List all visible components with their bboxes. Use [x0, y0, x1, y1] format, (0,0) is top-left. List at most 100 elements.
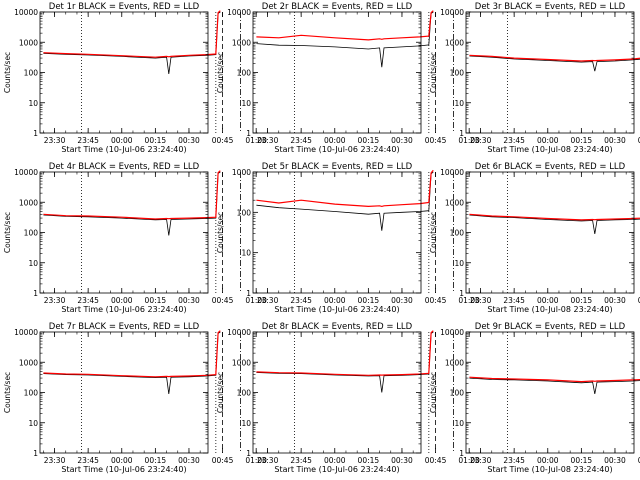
y-tick-label: 10000 [14, 328, 38, 337]
x-tick-label: 23:45 [290, 136, 312, 145]
y-tick-label: 1000 [445, 358, 464, 367]
series-line-lld [469, 54, 640, 62]
y-tick-label: 100 [237, 208, 252, 217]
y-tick-label: 10 [454, 259, 464, 268]
plot-frame [39, 331, 209, 454]
x-tick-label: 23:30 [44, 136, 66, 145]
x-tick-label: 00:15 [358, 456, 380, 465]
y-tick-label: 100 [450, 229, 465, 238]
detector-panel-8: Det 8r BLACK = Events, RED = LLD11010010… [216, 322, 480, 474]
series-line-lld [43, 330, 221, 378]
x-tick-label: 01:00 [245, 296, 267, 305]
panel-title: Det 3r BLACK = Events, RED = LLD [475, 2, 626, 12]
x-axis-label: Start Time (10-Jul-06 23:24:40) [61, 305, 186, 314]
x-tick-label: 23:30 [470, 136, 492, 145]
y-tick-label: 1 [33, 129, 38, 138]
series-line-events [469, 55, 640, 72]
x-tick-label: 00:00 [537, 296, 559, 305]
x-tick-label: 00:00 [111, 136, 133, 145]
x-axis-label: Start Time (10-Jul-08 23:24:40) [487, 465, 612, 474]
x-tick-label: 00:30 [178, 296, 200, 305]
y-tick-label: 10000 [227, 328, 251, 337]
x-axis-label: Start Time (10-Jul-08 23:24:40) [487, 145, 612, 154]
x-tick-label: 23:45 [77, 136, 99, 145]
x-tick-label: 23:30 [257, 456, 279, 465]
x-tick-label: 01:00 [458, 136, 480, 145]
detector-panel-3: Det 3r BLACK = Events, RED = LLD 1 10 100 10… [429, 2, 640, 154]
y-tick-label: 1000 [19, 358, 38, 367]
panel-title: Det 4r BLACK = Events, RED = LLD [49, 162, 200, 172]
x-tick-label: 00:45 [638, 136, 640, 145]
x-tick-label: 01:00 [245, 456, 267, 465]
x-tick-label: 00:45 [212, 296, 234, 305]
plot-frame [252, 331, 422, 454]
x-tick-label: 23:30 [44, 456, 66, 465]
y-tick-label: 10 [28, 259, 38, 268]
panel-title: Det 6r BLACK = Events, RED = LLD [475, 162, 626, 172]
x-tick-label: 23:45 [503, 136, 525, 145]
y-tick-label: 1000 [232, 38, 251, 47]
x-tick-label: 00:15 [571, 136, 593, 145]
y-axis-label: Counts/sec [216, 212, 225, 253]
x-tick-label: 00:45 [425, 136, 447, 145]
detector-panel-2: Det 2r BLACK = Events, RED = LLD11010010… [216, 2, 480, 154]
x-tick-label: 00:15 [145, 296, 167, 305]
x-tick-label: 00:00 [111, 456, 133, 465]
x-tick-label: 23:30 [257, 136, 279, 145]
y-axis-label: Counts/sec [3, 212, 12, 253]
x-tick-label: 23:30 [44, 296, 66, 305]
detector-panel-9: Det 9r BLACK = Events, RED = LLD 1 10 100 10… [429, 322, 640, 474]
x-tick-label: 23:45 [503, 296, 525, 305]
x-axis-label: Start Time (10-Jul-06 23:24:40) [274, 465, 399, 474]
x-tick-label: 00:30 [391, 296, 413, 305]
plot-frame [252, 11, 422, 134]
y-tick-label: 10 [241, 419, 251, 428]
x-tick-label: 23:30 [257, 296, 279, 305]
series-line-events [43, 11, 221, 74]
x-tick-label: 00:45 [212, 456, 234, 465]
y-tick-label: 1 [459, 449, 464, 458]
series-line-lld [43, 170, 221, 220]
detector-panel-5: Det 5r BLACK = Events, RED = LLD11010010… [216, 162, 480, 314]
x-tick-label: 00:45 [212, 136, 234, 145]
x-tick-label: 00:30 [604, 296, 626, 305]
detector-panel-4: Det 4r BLACK = Events, RED = LLD 1 10 100 10… [3, 162, 267, 314]
x-tick-label: 00:45 [425, 296, 447, 305]
detector-panel-1: Det 1r BLACK = Events, RED = LLD11010010… [3, 2, 267, 154]
x-tick-label: 00:15 [571, 456, 593, 465]
y-tick-label: 10 [454, 419, 464, 428]
x-tick-label: 23:30 [470, 296, 492, 305]
y-tick-label: 10000 [440, 168, 464, 177]
x-tick-label: 01:00 [245, 136, 267, 145]
y-tick-label: 10 [28, 99, 38, 108]
x-axis-label: Start Time (10-Jul-06 23:24:40) [274, 145, 399, 154]
x-tick-label: 23:45 [503, 456, 525, 465]
x-tick-label: 00:00 [111, 296, 133, 305]
x-tick-label: 00:45 [638, 456, 640, 465]
y-tick-label: 1 [246, 129, 251, 138]
y-tick-label: 1 [459, 129, 464, 138]
panel-title: Det 2r BLACK = Events, RED = LLD [262, 2, 413, 12]
series-line-lld [469, 213, 640, 221]
y-tick-label: 10 [241, 99, 251, 108]
plot-frame [465, 11, 635, 134]
panel-title: Det 5r BLACK = Events, RED = LLD [262, 162, 413, 172]
plot-frame [465, 331, 635, 454]
x-tick-label: 00:30 [391, 136, 413, 145]
series-line-events [469, 377, 640, 394]
y-tick-label: 1 [459, 289, 464, 298]
y-tick-label: 10 [454, 99, 464, 108]
x-tick-label: 23:45 [290, 456, 312, 465]
y-tick-label: 1000 [445, 38, 464, 47]
y-tick-label: 1 [246, 449, 251, 458]
x-tick-label: 01:00 [458, 296, 480, 305]
y-axis-label: Counts/sec [3, 52, 12, 93]
y-tick-label: 10000 [14, 168, 38, 177]
x-tick-label: 00:15 [571, 296, 593, 305]
detector-panel-7: Det 7r BLACK = Events, RED = LLD11010010… [3, 322, 267, 474]
x-tick-label: 00:30 [604, 136, 626, 145]
y-tick-label: 100 [24, 389, 39, 398]
series-line-events [256, 11, 434, 68]
y-tick-label: 1 [246, 289, 251, 298]
y-tick-label: 100 [237, 389, 252, 398]
